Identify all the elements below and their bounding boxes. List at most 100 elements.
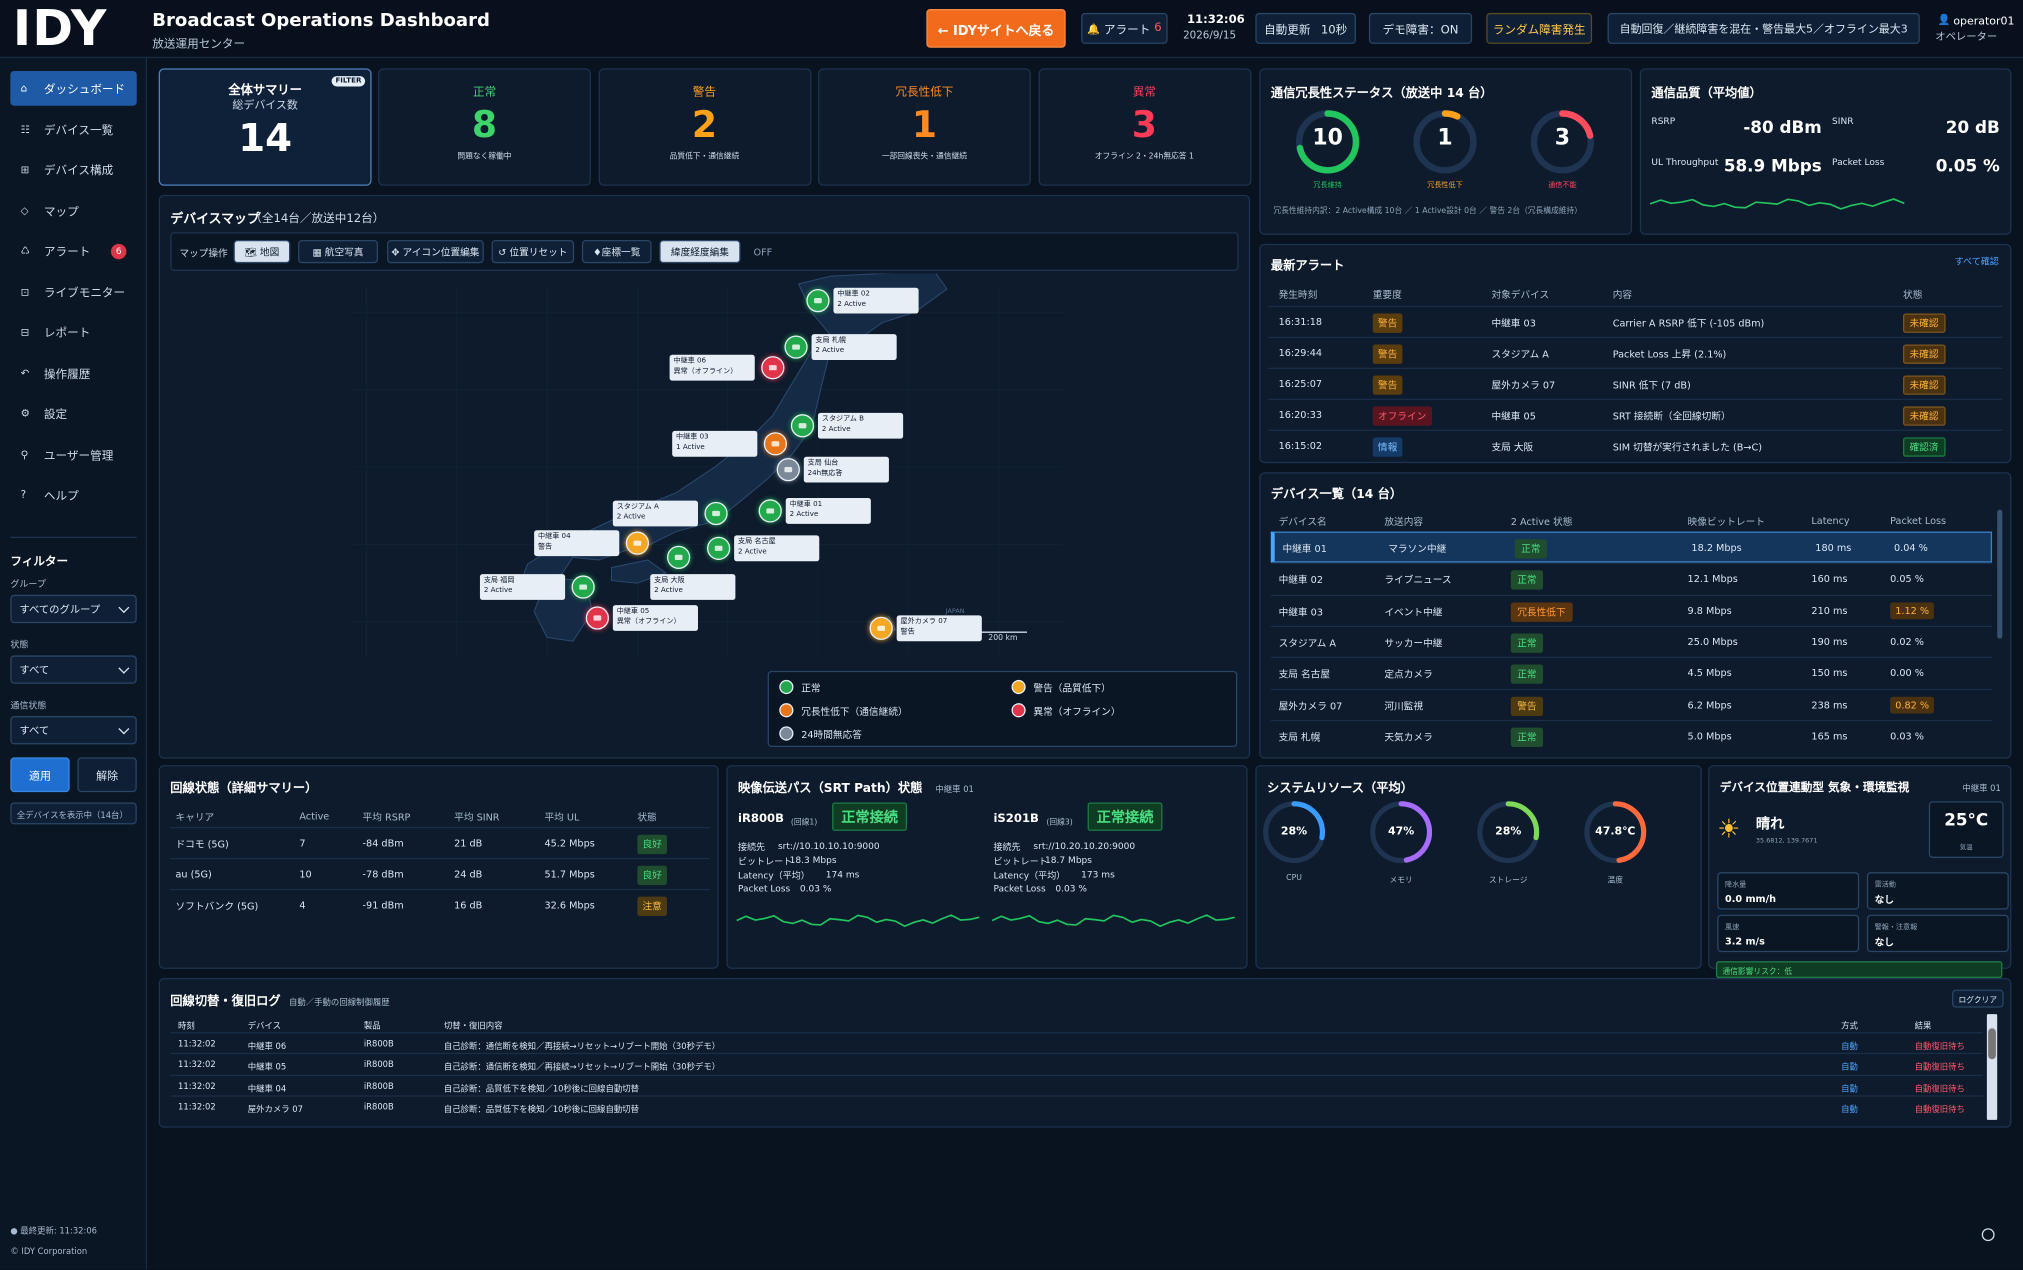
device-row[interactable]: スタジアム A サッカー中継 正常 25.0 Mbps 190 ms 0.02 %	[1270, 625, 1993, 657]
see-all-link[interactable]: すべて確認	[1954, 256, 1999, 268]
cell: 7	[299, 837, 306, 849]
marker-label: 支局 仙台 24h無応答	[803, 456, 889, 483]
back-button[interactable]: ← IDYサイトへ戻る	[926, 9, 1066, 48]
device-row[interactable]: 中継車 03 イベント中継 冗長性低下 9.8 Mbps 210 ms 1.12 %	[1270, 594, 1993, 625]
nav-item[interactable]: ⚲ ユーザー管理	[10, 437, 136, 472]
nav-item[interactable]: ⊞ デバイス構成	[10, 152, 136, 187]
nav-item[interactable]: ↶ 操作履歴	[10, 355, 136, 390]
cell: ライブニュース	[1384, 574, 1452, 587]
map-button[interactable]: 🗺 地図	[233, 239, 291, 264]
nav-item[interactable]: ⚙ 設定	[10, 396, 136, 431]
device-marker[interactable]	[784, 335, 808, 359]
filter-select[interactable]: すべて	[10, 655, 137, 684]
map-button[interactable]: ▦ 航空写真	[298, 239, 379, 264]
device-marker[interactable]	[763, 432, 788, 456]
filter-label: グループ	[10, 579, 46, 590]
device-marker[interactable]	[758, 499, 782, 523]
weather-cell: 風速 3.2 m/s	[1717, 914, 1860, 953]
map-button[interactable]: ↺ 位置リセット	[491, 239, 575, 264]
copyright: © IDY Corporation	[10, 1246, 88, 1257]
nav-icon: ⌂	[20, 82, 28, 95]
cell: 中継車 05	[247, 1062, 287, 1073]
metric-value: 20 dB	[1945, 118, 2000, 139]
field-value: 18.7 Mbps	[1045, 855, 1092, 866]
gauge-label: 温度	[1607, 876, 1624, 886]
cell: 中継車 04	[247, 1083, 287, 1094]
nav-icon: ☷	[20, 123, 30, 135]
device-marker[interactable]	[625, 531, 649, 555]
map-scale: 200 km	[988, 633, 1018, 643]
nav-item[interactable]: ? ヘルプ	[10, 477, 136, 512]
marker-name: 中継車 04	[538, 532, 571, 541]
filter-select[interactable]: すべてのグループ	[10, 594, 137, 624]
gauge-value: 47%	[1387, 825, 1415, 839]
corner-icon[interactable]	[1981, 1228, 1995, 1242]
map-button[interactable]: ✥ アイコン位置編集	[387, 239, 484, 264]
marker-icon	[877, 625, 886, 631]
marker-name: 中継車 03	[676, 433, 709, 442]
nav-item[interactable]: ⊡ ライブモニター	[10, 274, 136, 309]
device-marker[interactable]	[869, 616, 893, 640]
cell: 河川監視	[1384, 699, 1424, 712]
legend-label: 異常（オフライン）	[1033, 705, 1121, 718]
gauge-label: ストレージ	[1488, 876, 1528, 886]
logo: IDY	[12, 0, 108, 57]
nav-label: ユーザー管理	[43, 449, 114, 463]
cell: 9.8 Mbps	[1687, 604, 1732, 617]
marker-name: 中継車 05	[616, 607, 650, 616]
summary-subtitle: 総デバイス数	[232, 99, 298, 113]
device-marker[interactable]	[667, 545, 691, 569]
nav-item[interactable]: ♺ アラート 6	[10, 234, 136, 269]
summary-card: 異常 3 オフライン 2・24h無応答 1	[1037, 68, 1251, 186]
cell: 自己診断：通信断を検知／再接続→リセット→リブート開始（30秒デモ）	[443, 1041, 721, 1052]
cell: 16:25:07	[1278, 378, 1323, 390]
row-divider	[170, 1053, 1984, 1055]
device-marker[interactable]	[704, 501, 728, 526]
device-row[interactable]: 中継車 02 ライブニュース 正常 12.1 Mbps 160 ms 0.05 %	[1270, 562, 1993, 594]
nav-item[interactable]: ◇ マップ	[10, 193, 136, 228]
map-button[interactable]: 緯度経度編集	[659, 239, 741, 264]
device-row[interactable]: 屋外カメラ 07 河川監視 警告 6.2 Mbps 238 ms 0.82 %	[1270, 688, 1993, 719]
device-row[interactable]: 支局 札幌 天気カメラ 正常 5.0 Mbps 165 ms 0.03 %	[1270, 719, 1993, 751]
clear-log-button[interactable]: ログクリア	[1952, 989, 2004, 1008]
filter-select[interactable]: すべて	[10, 716, 137, 745]
device-marker[interactable]	[806, 289, 830, 313]
field-value: 0.03 %	[1055, 883, 1087, 895]
map-button[interactable]: ♦座標一覧	[581, 239, 652, 264]
device-marker[interactable]	[707, 536, 731, 560]
device-marker[interactable]	[790, 414, 815, 438]
marker-sub: 異常（オフライン）	[673, 367, 738, 375]
chevron	[118, 601, 130, 613]
device-marker[interactable]	[761, 356, 785, 380]
demo-fault-toggle[interactable]: デモ障害：ON	[1368, 12, 1473, 44]
cell: 180 ms	[1815, 541, 1852, 554]
clear-button[interactable]: 解除	[77, 757, 137, 793]
marker-icon	[771, 441, 780, 447]
random-fault-button[interactable]: ランダム障害発生	[1486, 12, 1593, 44]
device-marker[interactable]	[571, 575, 595, 599]
graphic	[353, 273, 1064, 658]
device-row[interactable]: 中継車 01 マラソン中継 正常 18.2 Mbps 180 ms 0.04 %	[1270, 531, 1993, 563]
device-marker[interactable]	[776, 458, 800, 482]
row-divider	[170, 827, 710, 829]
marker-name: 中継車 02	[837, 290, 870, 299]
gauge-label: CPU	[1286, 873, 1302, 883]
cell: 中継車 03	[1278, 605, 1323, 618]
cell: 0.00 %	[1890, 667, 1924, 679]
nav-badge: 6	[110, 243, 127, 259]
marker-icon	[579, 584, 588, 590]
device-marker[interactable]	[585, 606, 609, 630]
alert-pill[interactable]: 🔔 アラート 6	[1081, 12, 1168, 44]
map-region: JAPAN	[945, 607, 965, 616]
nav-item[interactable]: ⊟ レポート	[10, 315, 136, 350]
card-note: 問題なく稼働中	[457, 152, 512, 162]
field-label: Latency（平均）	[737, 870, 810, 882]
nav-item[interactable]: ⌂ ダッシュボード	[10, 70, 137, 106]
device-row[interactable]: 支局 名古屋 定点カメラ 正常 4.5 Mbps 150 ms 0.00 %	[1270, 656, 1993, 688]
auto-refresh[interactable]: 自動更新 10秒	[1255, 12, 1356, 44]
last-update: ● 最終更新: 11:32:06	[10, 1225, 98, 1236]
cell: 238 ms	[1811, 698, 1848, 711]
cell-label: 風速	[1724, 923, 1740, 932]
apply-button[interactable]: 適用	[10, 757, 70, 793]
nav-item[interactable]: ☷ デバイス一覧	[10, 112, 136, 147]
